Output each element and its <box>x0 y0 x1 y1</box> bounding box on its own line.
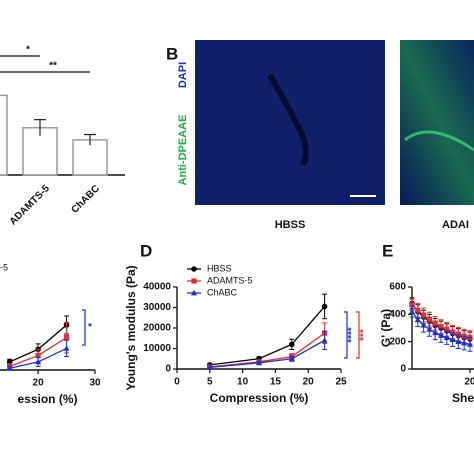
point <box>437 332 444 338</box>
series-line <box>209 306 326 366</box>
bar <box>0 94 8 176</box>
micrograph <box>400 40 474 205</box>
point <box>409 302 415 308</box>
point <box>466 341 473 347</box>
legend-label: -5 <box>0 262 8 272</box>
point <box>63 345 70 351</box>
error-bar <box>84 133 96 146</box>
x-axis-label: ession (%) <box>17 392 77 406</box>
stain <box>404 130 474 152</box>
image-caption: HBSS <box>275 219 306 231</box>
y-axis-label: G' (Pa) <box>379 309 393 347</box>
significance: **** <box>347 327 358 343</box>
x-tick-label: 0 <box>174 377 180 388</box>
point <box>432 320 438 326</box>
y-tick-label: 10000 <box>143 343 171 354</box>
point <box>289 341 295 348</box>
y-tick-label: 40000 <box>143 282 171 293</box>
point <box>321 337 328 343</box>
point <box>35 358 42 365</box>
x-axis-label: Compression (%) <box>210 391 309 405</box>
panel-label: B <box>166 44 178 63</box>
vessel <box>267 73 309 167</box>
significance: *** <box>359 329 370 341</box>
point <box>409 308 415 314</box>
y-tick-label: 400 <box>389 309 406 320</box>
series-line <box>209 332 325 368</box>
micrograph <box>195 40 385 205</box>
stain-label: DAPI <box>177 62 189 88</box>
legend-label: HBSS <box>207 263 232 273</box>
point <box>63 335 70 341</box>
point <box>288 355 295 362</box>
point <box>191 289 197 296</box>
y-tick-label: 30000 <box>143 302 171 313</box>
significance-bracket <box>344 311 348 359</box>
x-tick-label: 20 <box>464 377 474 388</box>
x-tick-label: 5 <box>207 377 213 388</box>
y-tick-label: 20000 <box>143 323 171 334</box>
point <box>35 353 41 359</box>
significance-bracket <box>356 311 360 359</box>
point <box>449 329 456 335</box>
x-axis-label: She <box>452 391 474 405</box>
point <box>191 266 197 272</box>
x-tick-label: 20 <box>33 378 45 389</box>
bar <box>72 139 108 176</box>
point <box>461 339 468 346</box>
point <box>414 316 421 323</box>
point <box>420 312 427 318</box>
x-tick-label: 10 <box>237 377 249 388</box>
x-tick-label: 25 <box>335 377 347 388</box>
y-tick-label: 0 <box>165 364 171 375</box>
point <box>256 359 262 366</box>
significance: ** <box>49 61 57 72</box>
error-bar <box>34 119 46 136</box>
x-tick-label: 15 <box>270 377 282 388</box>
legend-label: ChABC <box>207 287 238 297</box>
y-tick-label: 200 <box>389 336 406 347</box>
point <box>6 365 13 371</box>
point <box>191 278 197 284</box>
x-tick-label: ChABC <box>69 183 102 216</box>
point <box>426 326 433 332</box>
y-tick-label: 0 <box>400 364 406 375</box>
point <box>443 334 450 340</box>
point <box>449 336 456 343</box>
point <box>321 303 328 310</box>
panel-label: D <box>140 241 152 260</box>
significance-bracket <box>82 309 86 346</box>
point <box>444 326 450 332</box>
legend-label: ADAMTS-5 <box>207 275 253 285</box>
point <box>455 338 462 345</box>
panel-label: E <box>382 241 393 260</box>
significance: * <box>88 322 92 333</box>
image-caption: ADAI <box>442 219 469 231</box>
series-line <box>209 339 325 369</box>
point <box>438 324 444 330</box>
significance: * <box>26 45 30 56</box>
point <box>455 331 461 337</box>
point <box>415 307 421 313</box>
point <box>426 316 432 322</box>
x-tick-label: ADAMTS-5 <box>8 183 53 228</box>
x-tick-label: 20 <box>303 377 315 388</box>
point <box>206 364 213 370</box>
stain-label: Anti-DPEAAE <box>177 115 189 186</box>
point <box>432 329 439 336</box>
y-axis-label: Young's modulus (Pa) <box>124 265 138 390</box>
y-tick-label: 600 <box>389 282 406 293</box>
point <box>420 322 427 328</box>
x-tick-label: 30 <box>89 378 101 389</box>
